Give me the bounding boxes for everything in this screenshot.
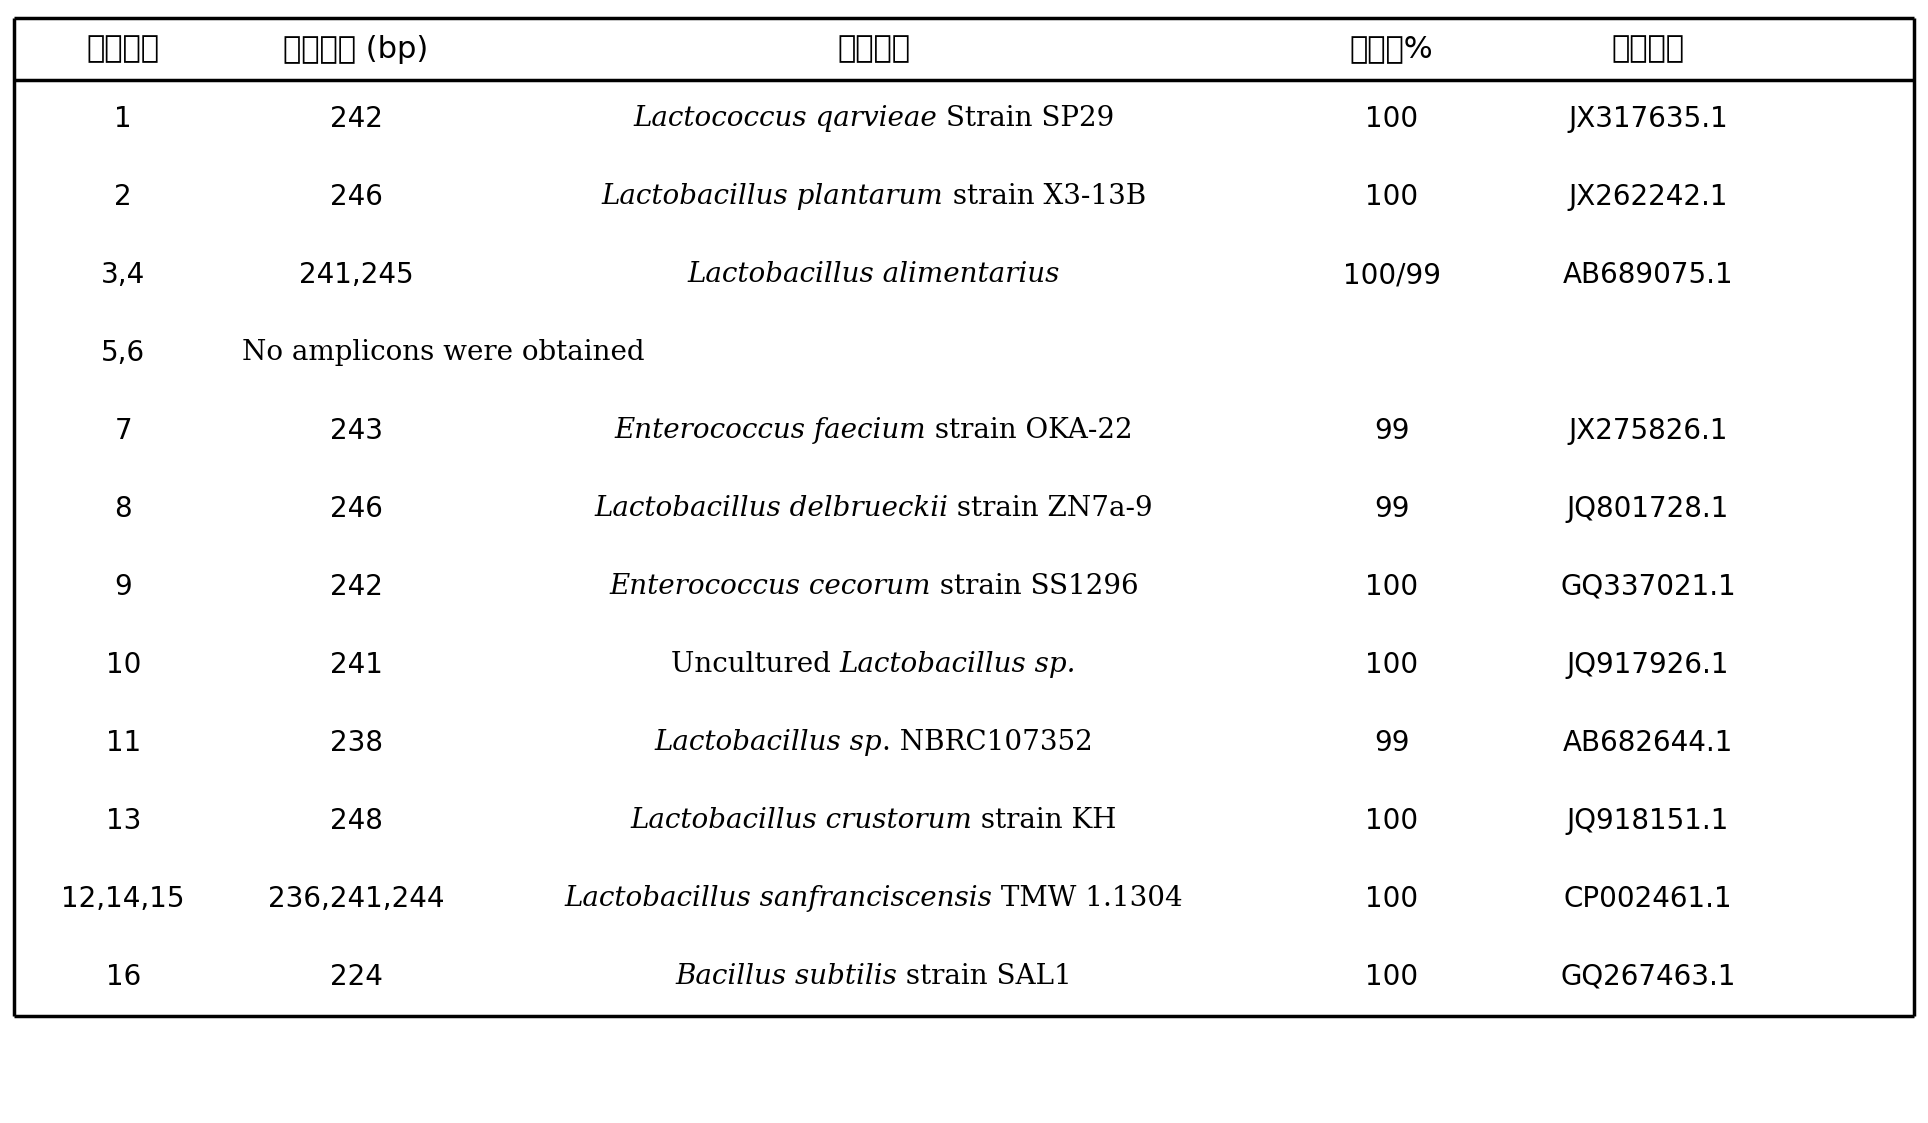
Text: 100: 100 [1365,885,1419,913]
Text: No amplicons were obtained: No amplicons were obtained [243,339,646,366]
Text: strain KH: strain KH [972,807,1116,834]
Text: strain ZN7a-9: strain ZN7a-9 [949,495,1153,522]
Text: strain X3-13B: strain X3-13B [943,183,1145,210]
Text: JQ801728.1: JQ801728.1 [1567,495,1729,523]
Text: 238: 238 [330,729,382,757]
Text: Lactobacillus sp: Lactobacillus sp [656,730,883,757]
Text: 241: 241 [330,651,382,679]
Text: 11: 11 [106,729,141,757]
Text: Strain SP29: Strain SP29 [937,106,1114,133]
Text: AB689075.1: AB689075.1 [1564,261,1733,289]
Text: GQ337021.1: GQ337021.1 [1560,573,1735,601]
Text: 248: 248 [330,807,382,836]
Text: Enterococcus faecium: Enterococcus faecium [615,418,925,445]
Text: 5,6: 5,6 [100,339,145,367]
Text: JX262242.1: JX262242.1 [1567,183,1727,211]
Text: Lactobacillus crustorum: Lactobacillus crustorum [630,807,972,834]
Text: Lactobacillus delbrueckii: Lactobacillus delbrueckii [594,495,949,522]
Text: 8: 8 [114,495,131,523]
Text: Lactobacillus plantarum: Lactobacillus plantarum [602,183,943,210]
Text: 12,14,15: 12,14,15 [62,885,185,913]
Text: 1: 1 [114,104,131,133]
Text: 片段长度 (bp): 片段长度 (bp) [283,35,428,64]
Text: 99: 99 [1375,417,1409,445]
Text: 100: 100 [1365,807,1419,836]
Text: Enterococcus cecorum: Enterococcus cecorum [609,574,931,601]
Text: JQ917926.1: JQ917926.1 [1567,651,1729,679]
Text: 13: 13 [106,807,141,836]
Text: 菌种编号: 菌种编号 [1612,35,1685,64]
Text: strain SAL1: strain SAL1 [897,964,1072,990]
Text: 99: 99 [1375,729,1409,757]
Text: 7: 7 [114,417,131,445]
Text: Bacillus subtilis: Bacillus subtilis [675,964,897,990]
Text: 100: 100 [1365,651,1419,679]
Text: JX275826.1: JX275826.1 [1567,417,1727,445]
Text: 100: 100 [1365,964,1419,990]
Text: 246: 246 [330,183,382,211]
Text: JX317635.1: JX317635.1 [1567,104,1727,133]
Text: Lactobacillus alimentarius: Lactobacillus alimentarius [688,262,1060,289]
Text: AB682644.1: AB682644.1 [1564,729,1733,757]
Text: . NBRC107352: . NBRC107352 [883,730,1093,757]
Text: 242: 242 [330,573,382,601]
Text: 3,4: 3,4 [100,261,145,289]
Text: 224: 224 [330,964,382,990]
Text: 9: 9 [114,573,133,601]
Text: 100: 100 [1365,104,1419,133]
Text: 236,241,244: 236,241,244 [268,885,443,913]
Text: JQ918151.1: JQ918151.1 [1567,807,1729,836]
Text: 100: 100 [1365,183,1419,211]
Text: Lactobacillus sp.: Lactobacillus sp. [841,651,1076,678]
Text: 242: 242 [330,104,382,133]
Text: 246: 246 [330,495,382,523]
Text: strain OKA-22: strain OKA-22 [925,418,1134,445]
Text: 100/99: 100/99 [1342,261,1440,289]
Text: 16: 16 [106,964,141,990]
Text: GQ267463.1: GQ267463.1 [1560,964,1735,990]
Text: TMW 1.1304: TMW 1.1304 [993,886,1184,913]
Text: 相似度%: 相似度% [1350,35,1433,64]
Text: Uncultured: Uncultured [671,651,841,678]
Text: 2: 2 [114,183,131,211]
Text: Lactococcus qarvieae: Lactococcus qarvieae [632,106,937,133]
Text: 100: 100 [1365,573,1419,601]
Text: 10: 10 [106,651,141,679]
Text: 99: 99 [1375,495,1409,523]
Text: 条带编号: 条带编号 [87,35,160,64]
Text: CP002461.1: CP002461.1 [1564,885,1733,913]
Text: 241,245: 241,245 [299,261,413,289]
Text: 243: 243 [330,417,382,445]
Text: Lactobacillus sanfranciscensis: Lactobacillus sanfranciscensis [565,886,993,913]
Text: strain SS1296: strain SS1296 [931,574,1138,601]
Text: 相似菌种: 相似菌种 [837,35,910,64]
